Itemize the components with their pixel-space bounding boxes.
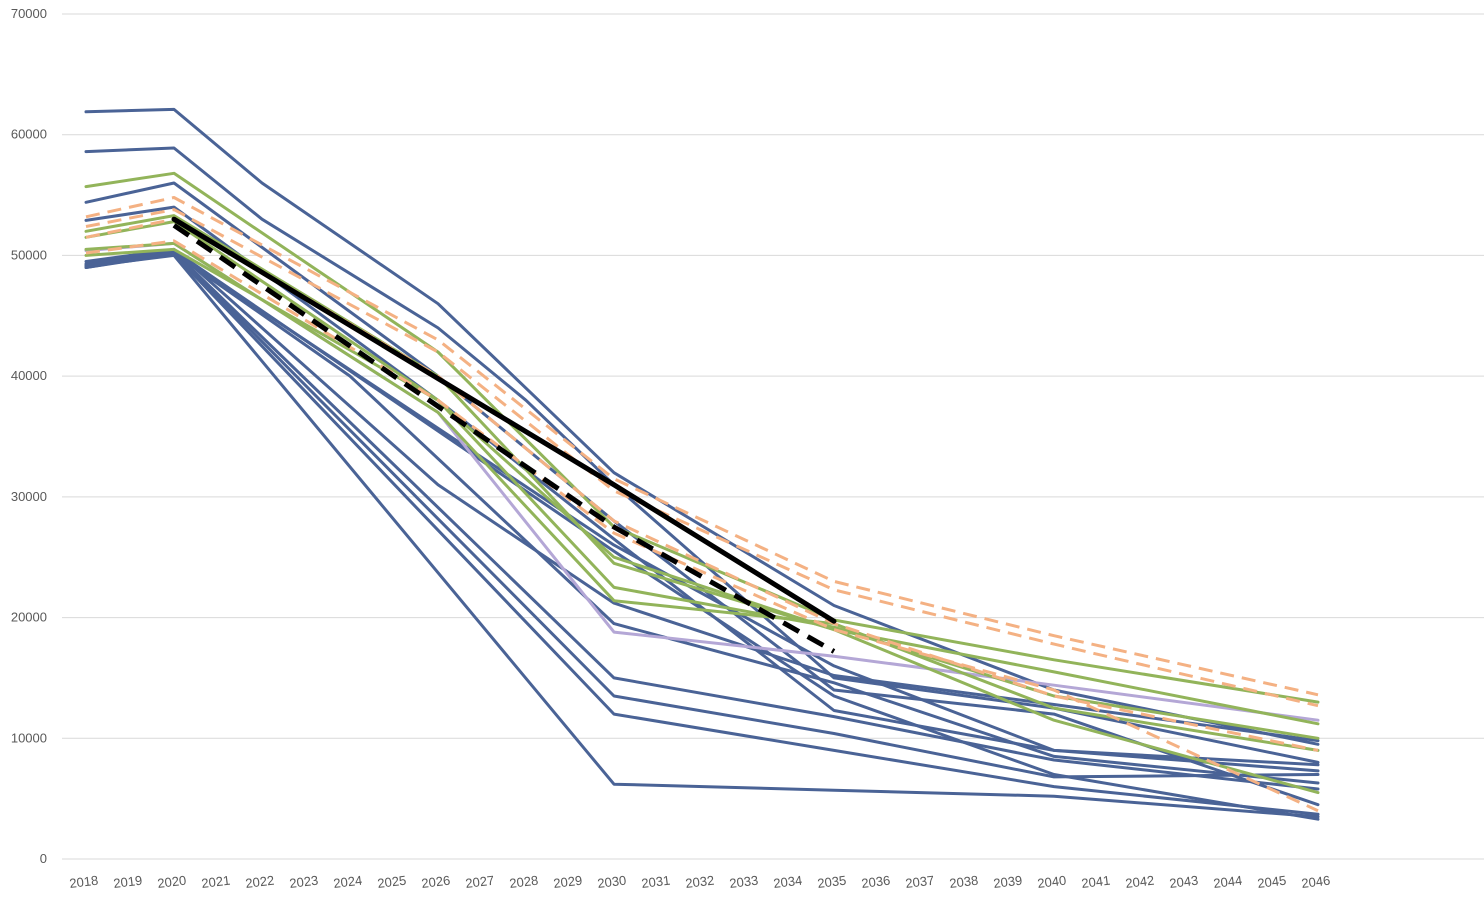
x-tick-label: 2029 (553, 873, 584, 891)
series-line-black-22 (171, 216, 837, 624)
x-tick-label: 2042 (1125, 873, 1156, 891)
x-tick-label: 2031 (641, 873, 672, 891)
series-line-blue-9 (84, 252, 1320, 816)
series-line-orange-18 (85, 208, 1319, 708)
series-line-orange-20 (85, 239, 1319, 813)
x-tick-label: 2032 (685, 873, 716, 891)
series-line-black-23 (172, 223, 836, 654)
y-axis-tick-labels: 0 10000 20000 30000 40000 50000 60000 70000 (11, 6, 47, 866)
x-tick-label: 2045 (1257, 873, 1288, 891)
x-tick-label: 2021 (201, 873, 232, 891)
x-tick-label: 2019 (113, 873, 144, 891)
x-tick-label: 2024 (333, 873, 364, 891)
x-tick-label: 2018 (69, 873, 100, 891)
series-line-green-16 (84, 247, 1320, 795)
series-line-green-13 (84, 214, 1320, 726)
series-line-blue-0 (84, 107, 1320, 746)
x-axis-tick-labels: 2018 2019 2020 2021 2022 2023 2024 2025 2026 2027… (69, 873, 1332, 891)
y-tick-label: 70000 (11, 6, 47, 21)
y-tick-label: 0 (40, 851, 47, 866)
x-tick-label: 2022 (245, 873, 276, 891)
series-line-green-15 (84, 241, 1320, 752)
x-tick-label: 2033 (729, 873, 760, 891)
x-tick-label: 2034 (773, 873, 804, 891)
y-tick-label: 30000 (11, 489, 47, 504)
series-line-blue-1 (84, 146, 1320, 764)
x-tick-label: 2046 (1301, 873, 1332, 891)
y-tick-label: 10000 (11, 730, 47, 745)
x-tick-label: 2043 (1169, 873, 1200, 891)
x-tick-label: 2037 (905, 873, 936, 891)
x-tick-label: 2028 (509, 873, 540, 891)
y-tick-label: 20000 (11, 610, 47, 625)
x-tick-label: 2023 (289, 873, 320, 891)
series-line-blue-5 (84, 251, 1320, 785)
x-tick-label: 2040 (1037, 873, 1068, 891)
x-tick-label: 2027 (465, 873, 496, 891)
x-tick-label: 2030 (597, 873, 628, 891)
x-tick-label: 2036 (861, 873, 892, 891)
x-tick-label: 2044 (1213, 873, 1244, 891)
y-tick-label: 60000 (11, 127, 47, 142)
x-tick-label: 2026 (421, 873, 452, 891)
series-line-blue-6 (84, 247, 1320, 743)
x-tick-label: 2039 (993, 873, 1024, 891)
y-tick-label: 40000 (11, 368, 47, 383)
y-tick-label: 50000 (11, 247, 47, 262)
x-tick-label: 2041 (1081, 873, 1112, 891)
x-tick-label: 2025 (377, 873, 408, 891)
series-line-blue-10 (84, 253, 1320, 819)
series-lines (84, 107, 1320, 821)
gridlines (62, 13, 1484, 860)
x-tick-label: 2035 (817, 873, 848, 891)
x-tick-label: 2020 (157, 873, 188, 891)
series-line-blue-8 (84, 251, 1320, 779)
x-tick-label: 2038 (949, 873, 980, 891)
series-line-orange-17 (85, 196, 1319, 697)
series-line-blue-11 (84, 251, 1320, 773)
